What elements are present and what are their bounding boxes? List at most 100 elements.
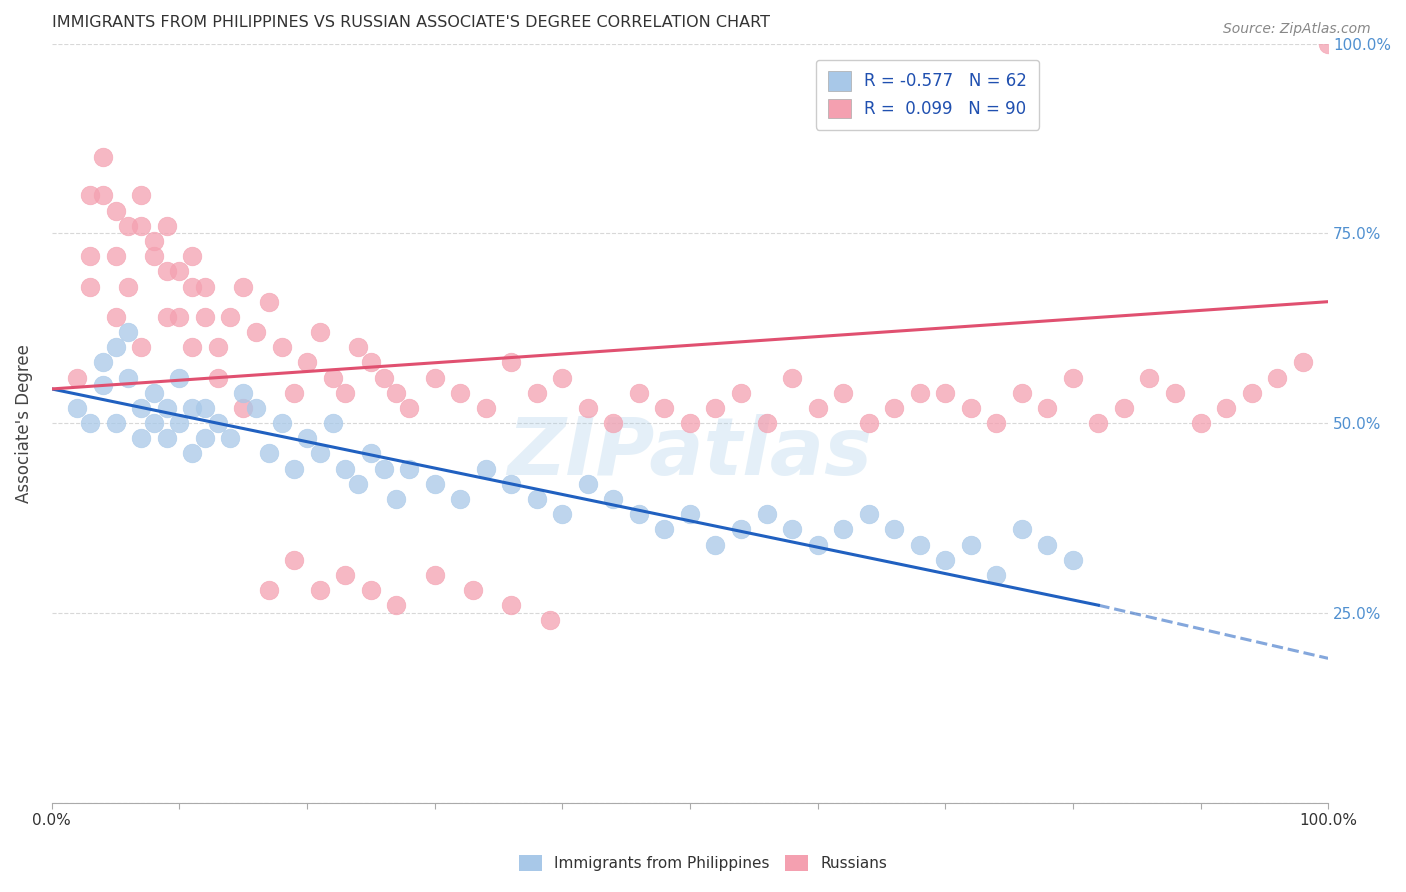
Point xyxy=(461,582,484,597)
Point xyxy=(449,491,471,506)
Point xyxy=(551,507,574,521)
Point xyxy=(373,461,395,475)
Point xyxy=(449,385,471,400)
Point xyxy=(207,416,229,430)
Point xyxy=(104,249,127,263)
Point xyxy=(1112,401,1135,415)
Point xyxy=(156,219,179,233)
Point xyxy=(79,249,101,263)
Point xyxy=(219,431,242,445)
Point xyxy=(908,537,931,551)
Point xyxy=(245,401,267,415)
Point xyxy=(398,461,420,475)
Point xyxy=(832,385,855,400)
Point xyxy=(934,385,956,400)
Point xyxy=(169,370,191,384)
Point xyxy=(806,537,828,551)
Point xyxy=(142,249,165,263)
Point xyxy=(755,507,778,521)
Point xyxy=(423,476,446,491)
Point xyxy=(335,461,357,475)
Point xyxy=(501,476,523,491)
Point xyxy=(91,355,114,369)
Point xyxy=(257,446,280,460)
Point xyxy=(576,476,599,491)
Point xyxy=(283,385,305,400)
Point xyxy=(181,249,204,263)
Point xyxy=(679,507,702,521)
Point xyxy=(104,203,127,218)
Point xyxy=(117,325,139,339)
Point xyxy=(423,370,446,384)
Point xyxy=(986,416,1008,430)
Point xyxy=(91,378,114,392)
Point xyxy=(181,446,204,460)
Point xyxy=(219,310,242,324)
Point xyxy=(335,385,357,400)
Point xyxy=(1011,522,1033,536)
Point xyxy=(423,567,446,582)
Point xyxy=(1317,37,1340,51)
Point xyxy=(347,476,370,491)
Point xyxy=(117,219,139,233)
Point xyxy=(181,279,204,293)
Point xyxy=(1036,401,1059,415)
Legend: Immigrants from Philippines, Russians: Immigrants from Philippines, Russians xyxy=(513,849,893,877)
Point xyxy=(308,325,330,339)
Point xyxy=(245,325,267,339)
Point xyxy=(129,401,152,415)
Point xyxy=(129,188,152,202)
Point xyxy=(1164,385,1187,400)
Point xyxy=(66,370,89,384)
Point xyxy=(474,401,496,415)
Point xyxy=(335,567,357,582)
Point xyxy=(270,340,292,354)
Point xyxy=(501,598,523,612)
Point xyxy=(1139,370,1161,384)
Point xyxy=(156,264,179,278)
Point xyxy=(654,401,676,415)
Point xyxy=(679,416,702,430)
Point xyxy=(257,294,280,309)
Point xyxy=(1062,370,1084,384)
Point xyxy=(730,522,752,536)
Point xyxy=(1215,401,1237,415)
Point xyxy=(322,370,344,384)
Point xyxy=(142,416,165,430)
Point xyxy=(526,491,548,506)
Point xyxy=(704,401,727,415)
Point xyxy=(129,340,152,354)
Point xyxy=(169,264,191,278)
Point xyxy=(257,582,280,597)
Point xyxy=(322,416,344,430)
Point xyxy=(1265,370,1288,384)
Point xyxy=(986,567,1008,582)
Point xyxy=(755,416,778,430)
Point xyxy=(283,552,305,566)
Point xyxy=(308,582,330,597)
Point xyxy=(347,340,370,354)
Point xyxy=(104,416,127,430)
Point xyxy=(385,491,408,506)
Point xyxy=(654,522,676,536)
Point xyxy=(385,598,408,612)
Point xyxy=(780,370,803,384)
Point xyxy=(602,416,624,430)
Point xyxy=(270,416,292,430)
Legend: R = -0.577   N = 62, R =  0.099   N = 90: R = -0.577 N = 62, R = 0.099 N = 90 xyxy=(815,60,1039,129)
Point xyxy=(1062,552,1084,566)
Point xyxy=(1240,385,1263,400)
Point xyxy=(181,401,204,415)
Point xyxy=(194,279,217,293)
Point xyxy=(780,522,803,536)
Point xyxy=(474,461,496,475)
Point xyxy=(360,446,382,460)
Point xyxy=(1011,385,1033,400)
Point xyxy=(627,385,650,400)
Point xyxy=(959,401,981,415)
Point xyxy=(704,537,727,551)
Point xyxy=(194,310,217,324)
Point xyxy=(501,355,523,369)
Point xyxy=(232,385,254,400)
Point xyxy=(1036,537,1059,551)
